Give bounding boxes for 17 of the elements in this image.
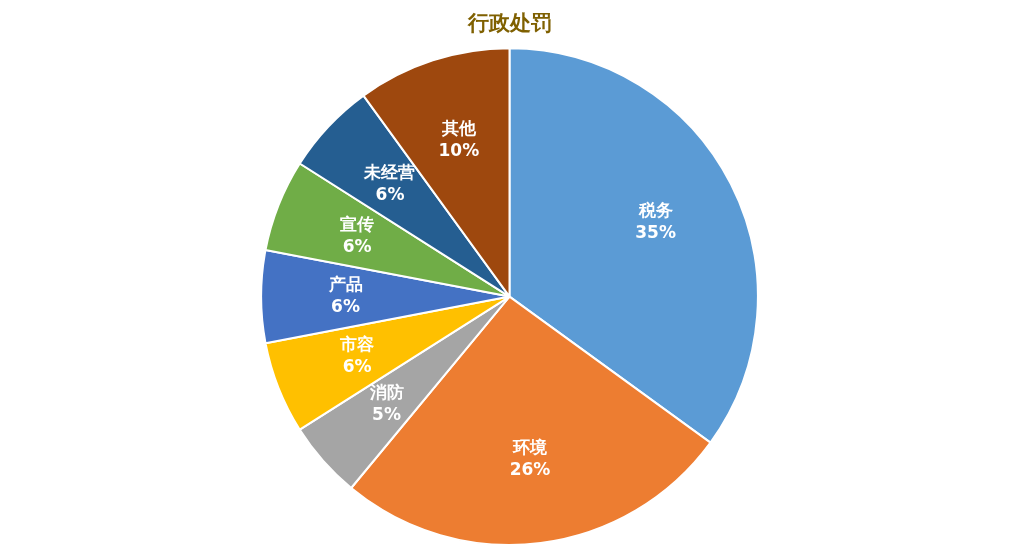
slice-label: 税务 [637,199,673,220]
data-label: 6% [342,356,372,377]
slice-label: 产品 [327,274,363,295]
slice-label: 市容 [339,334,375,355]
data-label: 6% [375,183,405,204]
data-label: 10% [438,140,480,161]
data-label: 6% [331,296,360,317]
slice-label: 未经营 [363,161,416,182]
chart-title: 行政处罚 [466,11,552,36]
data-label: 35% [635,221,676,242]
data-label: 26% [509,458,551,479]
slice-label: 其他 [440,118,477,139]
slice-label: 消防 [368,382,404,403]
data-label: 6% [342,235,372,256]
slice-label: 环境 [512,436,548,457]
slice-label: 宣传 [340,213,375,234]
data-label: 5% [372,404,401,425]
